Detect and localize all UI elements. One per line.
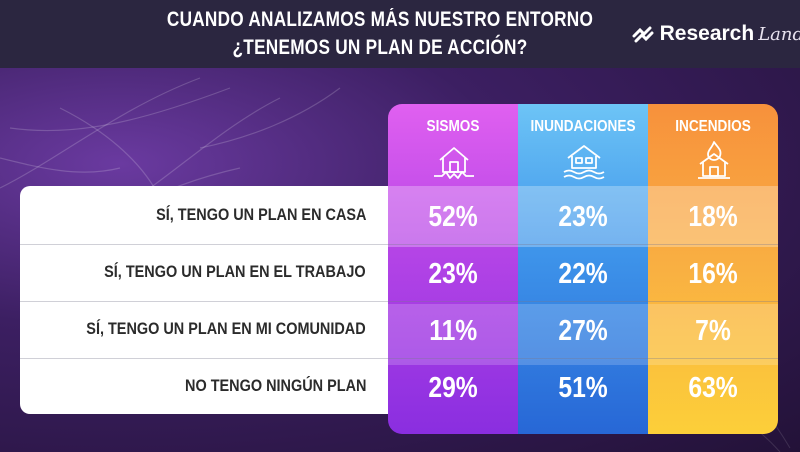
- data-panel: SISMOS INUNDACIONES INCENDIOS: [388, 104, 778, 434]
- row-shade-3: [388, 304, 778, 365]
- logo-script: Land: [758, 23, 800, 45]
- earthquake-house-icon: [434, 147, 474, 179]
- cell-comunidad-sismos: 11%: [428, 315, 477, 347]
- cell-trabajo-incendios: 16%: [688, 258, 738, 290]
- chart-title: CUANDO ANALIZAMOS MÁS NUESTRO ENTORNO ¿T…: [159, 6, 602, 62]
- column-header-sismos: SISMOS: [426, 118, 480, 135]
- cell-ninguno-incendios: 63%: [688, 372, 738, 404]
- column-incendios: INCENDIOS: [648, 104, 778, 434]
- header: CUANDO ANALIZAMOS MÁS NUESTRO ENTORNO ¿T…: [0, 0, 800, 68]
- column-header-inundaciones: INUNDACIONES: [530, 118, 636, 135]
- cell-ninguno-sismos: 29%: [428, 372, 478, 404]
- title-line-2: ¿TENEMOS UN PLAN DE ACCIÓN?: [232, 36, 528, 59]
- cell-trabajo-sismos: 23%: [428, 258, 478, 290]
- cell-trabajo-inundaciones: 22%: [558, 258, 608, 290]
- logo-mark-icon: [632, 26, 654, 43]
- cell-comunidad-incendios: 7%: [695, 315, 731, 347]
- cell-casa-sismos: 52%: [428, 201, 478, 233]
- column-sismos: SISMOS: [388, 104, 518, 434]
- cell-casa-inundaciones: 23%: [558, 201, 608, 233]
- fire-house-icon: [698, 141, 730, 179]
- column-inundaciones: INUNDACIONES: [518, 104, 648, 434]
- cell-ninguno-inundaciones: 51%: [558, 372, 608, 404]
- row-divider-1: [20, 244, 778, 245]
- column-header-incendios: INCENDIOS: [675, 118, 751, 135]
- row-shade-1: [388, 186, 778, 247]
- row-label-casa: SÍ, TENGO UN PLAN EN CASA: [155, 204, 366, 224]
- row-label-comunidad: SÍ, TENGO UN PLAN EN MI COMUNIDAD: [86, 318, 366, 338]
- row-label-trabajo: SÍ, TENGO UN PLAN EN EL TRABAJO: [104, 261, 366, 281]
- row-divider-3: [20, 358, 778, 359]
- cell-casa-incendios: 18%: [688, 201, 738, 233]
- logo-text: Research: [659, 22, 755, 45]
- flood-house-icon: [563, 145, 605, 180]
- title-line-1: CUANDO ANALIZAMOS MÁS NUESTRO ENTORNO: [166, 8, 594, 31]
- row-label-ninguno: NO TENGO NINGÚN PLAN: [184, 375, 366, 395]
- row-divider-2: [20, 301, 778, 302]
- cell-comunidad-inundaciones: 27%: [558, 315, 608, 347]
- row-labels-panel: SÍ, TENGO UN PLAN EN CASA SÍ, TENGO UN P…: [20, 186, 388, 414]
- researchland-logo: Research Land: [632, 22, 800, 46]
